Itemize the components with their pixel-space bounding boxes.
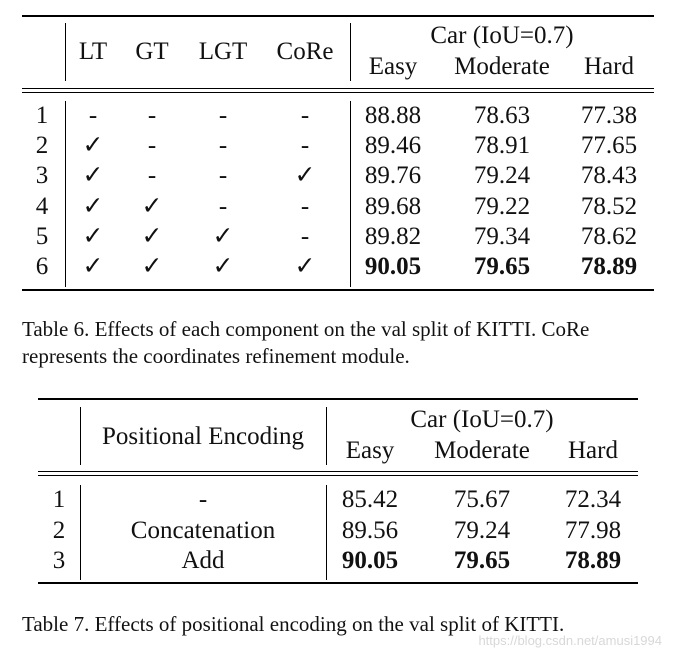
table6-body-divider-right <box>350 101 351 287</box>
table6-row-mark: ✓ <box>294 253 316 280</box>
table6-row-value: 90.05 <box>364 253 422 280</box>
table6-row-mark: ✓ <box>141 223 163 250</box>
table7-bottom-rule <box>38 582 638 584</box>
table6-row-mark: ✓ <box>82 193 104 220</box>
table6-row-mark: ✓ <box>82 223 104 250</box>
table7-row-value: 72.34 <box>564 486 622 513</box>
table6-row-mark: ✓ <box>141 193 163 220</box>
table6-row-value: 79.24 <box>473 162 531 189</box>
table6-header-easy: Easy <box>368 53 418 80</box>
table6-row-mark: - <box>300 132 310 159</box>
table6-header-moderate: Moderate <box>454 53 550 80</box>
table6-row-id: 1 <box>35 102 49 129</box>
table6-row-value: 78.63 <box>473 102 531 129</box>
table7-header-group: Car (IoU=0.7) <box>410 406 554 433</box>
table6-row-mark: - <box>147 162 157 189</box>
table6-top-rule <box>22 15 654 17</box>
table7-row-value: 75.67 <box>453 486 511 513</box>
table7-row-id: 1 <box>52 486 66 513</box>
table6-row-value: 89.76 <box>364 162 422 189</box>
table7-caption: Table 7. Effects of positional encoding … <box>22 612 565 636</box>
table6-row-mark: - <box>147 102 157 129</box>
table6-row-value: 78.91 <box>473 132 531 159</box>
table6-row-mark: ✓ <box>141 253 163 280</box>
table7-row-encoding: Concatenation <box>130 517 276 544</box>
table6-row-id: 2 <box>35 132 49 159</box>
table6-row-mark: ✓ <box>82 253 104 280</box>
table6-header-core: CoRe <box>276 38 334 65</box>
table6-header-group: Car (IoU=0.7) <box>430 22 574 49</box>
table6-header-rule-1 <box>22 88 654 89</box>
table7-row-encoding: Add <box>181 547 225 574</box>
watermark: https://blog.csdn.net/amusi1994 <box>478 633 662 648</box>
table7-row-value: 79.24 <box>453 517 511 544</box>
table6-row-mark: - <box>300 193 310 220</box>
table7-row-value: 89.56 <box>341 517 399 544</box>
table7-header-hard: Hard <box>568 437 618 464</box>
table6-row-mark: ✓ <box>82 132 104 159</box>
table7-header-encoding: Positional Encoding <box>101 423 305 450</box>
table6-row-mark: - <box>218 132 228 159</box>
table6-header-rule-2 <box>22 92 654 93</box>
table7-row-value: 90.05 <box>341 547 399 574</box>
table7-col-divider-left <box>80 407 81 465</box>
table6-row-mark: - <box>88 102 98 129</box>
table6-bottom-rule <box>22 289 654 291</box>
table7-row-value: 79.65 <box>453 547 511 574</box>
table6-row-value: 89.68 <box>364 193 422 220</box>
table6-row-mark: ✓ <box>212 253 234 280</box>
table6-row-value: 77.65 <box>580 132 638 159</box>
table6-caption: Table 6. Effects of each component on th… <box>22 317 590 368</box>
table6-row-mark: ✓ <box>294 162 316 189</box>
table6-row-value: 89.82 <box>364 223 422 250</box>
table6-row-mark: - <box>300 223 310 250</box>
table6-row-mark: - <box>300 102 310 129</box>
table6-row-value: 78.89 <box>580 253 638 280</box>
table6-row-mark: - <box>218 102 228 129</box>
table7-row-value: 77.98 <box>564 517 622 544</box>
table6-body-divider-left <box>65 101 66 287</box>
table6-header-lt: LT <box>78 38 108 65</box>
table7-row-value: 78.89 <box>564 547 622 574</box>
table7-col-divider-right <box>326 407 327 465</box>
table6-header-gt: GT <box>135 38 169 65</box>
table7-row-id: 2 <box>52 517 66 544</box>
table6-header-hard: Hard <box>584 53 634 80</box>
table6-row-value: 79.65 <box>473 253 531 280</box>
table6-row-id: 4 <box>35 193 49 220</box>
table6-row-id: 6 <box>35 253 49 280</box>
table6-row-mark: - <box>218 162 228 189</box>
table7-row-encoding: - <box>198 486 208 513</box>
table6-row-value: 88.88 <box>364 102 422 129</box>
table6-row-value: 78.43 <box>580 162 638 189</box>
table7-row-value: 85.42 <box>341 486 399 513</box>
table7-header-easy: Easy <box>345 437 395 464</box>
table7-body-divider-left <box>80 485 81 580</box>
table6-col-divider-left <box>65 23 66 81</box>
table6-row-value: 79.34 <box>473 223 531 250</box>
table6-row-id: 5 <box>35 223 49 250</box>
table7-body-divider-right <box>326 485 327 580</box>
table7-header-moderate: Moderate <box>434 437 530 464</box>
table6-row-value: 89.46 <box>364 132 422 159</box>
table6-row-value: 77.38 <box>580 102 638 129</box>
table7-header-rule-2 <box>38 475 638 476</box>
table7-header-rule-1 <box>38 471 638 472</box>
table6-row-value: 78.62 <box>580 223 638 250</box>
table6-row-mark: ✓ <box>82 162 104 189</box>
table6-row-value: 79.22 <box>473 193 531 220</box>
table6-row-value: 78.52 <box>580 193 638 220</box>
table7-row-id: 3 <box>52 547 66 574</box>
table6-col-divider-right <box>350 23 351 81</box>
table6-row-mark: - <box>147 132 157 159</box>
table6-row-mark: - <box>218 193 228 220</box>
table7-top-rule <box>38 398 638 400</box>
table6-header-lgt: LGT <box>198 38 248 65</box>
table6-row-mark: ✓ <box>212 223 234 250</box>
table6-row-id: 3 <box>35 162 49 189</box>
